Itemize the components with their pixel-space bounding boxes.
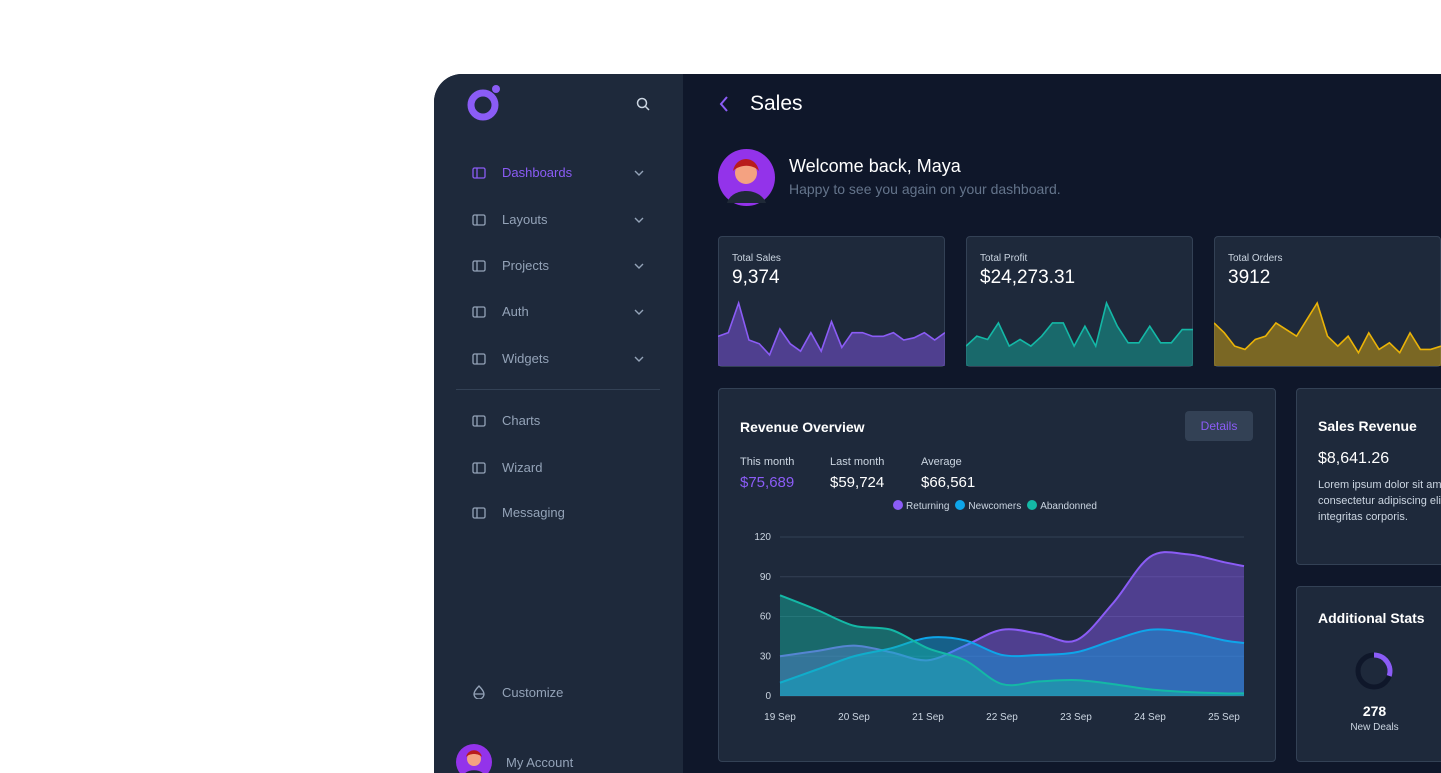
metric-value: $75,689 (740, 474, 795, 491)
menu-item[interactable]: Wizard (502, 460, 543, 475)
sidebar: Dashboards Layouts Projects Auth Widgets Char… (434, 74, 683, 773)
menu-item[interactable]: Charts (502, 413, 541, 428)
sales-revenue-text: Lorem ipsum dolor sit amet, consectetur a… (1318, 477, 1441, 525)
metric-value: $66,561 (921, 474, 976, 491)
chevron[interactable] (634, 355, 644, 363)
customize-icon (473, 685, 485, 699)
menu-icon (472, 353, 486, 365)
menu-icon (472, 167, 486, 179)
menu-icon (472, 462, 486, 474)
revenue-title: Revenue Overview (740, 419, 865, 435)
legend-label: Newcomers (968, 501, 1022, 512)
legend-item[interactable]: Abandonned (1027, 500, 1097, 512)
menu-item[interactable]: Projects (502, 258, 549, 273)
legend-item[interactable]: Newcomers (955, 500, 1022, 512)
stat-value: 3912 (1228, 267, 1271, 288)
menu-item[interactable]: Messaging (502, 505, 565, 520)
back-button[interactable] (718, 95, 730, 113)
menu-item[interactable]: Auth (502, 304, 529, 319)
stat-card: Total Sales 9,374 (718, 236, 945, 367)
stat-value: $24,273.31 (980, 267, 1076, 288)
sales-revenue-value: $8,641.26 (1318, 450, 1390, 467)
menu-icon (472, 260, 486, 272)
menu-item[interactable]: Dashboards (502, 165, 573, 180)
menu-item[interactable]: Widgets (502, 351, 549, 366)
legend-label: Returning (906, 501, 950, 512)
user-avatar (718, 149, 775, 206)
stat-label: Total Profit (980, 253, 1028, 264)
account-link[interactable]: My Account (506, 755, 574, 770)
chevron[interactable] (634, 308, 644, 316)
stat-value: 9,374 (732, 267, 780, 288)
deals-value: 278 (1362, 703, 1387, 719)
legend-dot (955, 500, 966, 510)
page-title: Sales (750, 92, 803, 115)
menu-icon (472, 306, 486, 318)
metric-label: Average (921, 456, 962, 468)
sales-revenue-title: Sales Revenue (1318, 418, 1417, 434)
legend-dot (1027, 500, 1038, 510)
logo (467, 85, 500, 121)
legend-dot (893, 500, 904, 510)
text-line: integritas corporis. (1318, 511, 1408, 523)
legend-item[interactable]: Returning (893, 500, 950, 512)
menu-icon (472, 214, 486, 226)
menu-icon (472, 415, 486, 427)
text-line: Lorem ipsum dolor sit amet, (1318, 479, 1441, 491)
metric-label: Last month (830, 456, 885, 468)
additional-title: Additional Stats (1318, 610, 1425, 626)
welcome-subtitle: Happy to see you again on your dashboard… (789, 181, 1061, 197)
stat-label: Total Orders (1228, 253, 1283, 264)
text-line: consectetur adipiscing elit, (1318, 495, 1441, 507)
deals-label: New Deals (1350, 722, 1399, 733)
legend: Returning Newcomers Abandonned (719, 500, 1275, 512)
menu-icon (472, 507, 486, 519)
legend-label: Abandonned (1040, 501, 1097, 512)
chevron[interactable] (634, 216, 644, 224)
metric-label: This month (740, 456, 795, 468)
menu-item[interactable]: Layouts (502, 212, 548, 227)
sales-revenue-panel: Sales Revenue $8,641.26 Lorem ipsum dolo… (1296, 388, 1441, 565)
additional-stats-panel: Additional Stats 278 New Deals (1296, 586, 1441, 762)
account-avatar[interactable] (456, 744, 492, 773)
revenue-panel: Revenue Overview Details This month $75,6… (718, 388, 1276, 762)
welcome-title: Welcome back, Maya (789, 156, 961, 176)
customize-link[interactable]: Customize (502, 685, 564, 700)
chevron[interactable] (634, 169, 644, 177)
app-window: Dashboards Layouts Projects Auth Widgets Char… (434, 74, 1441, 773)
stat-label: Total Sales (732, 253, 781, 264)
chevron[interactable] (634, 262, 644, 270)
metric-value: $59,724 (830, 474, 885, 491)
stat-card: Total Profit $24,273.31 (966, 236, 1193, 367)
details-button[interactable]: Details (1185, 411, 1253, 441)
separator (456, 389, 660, 390)
stat-card: Total Orders 3912 (1214, 236, 1441, 367)
search-icon[interactable] (636, 97, 650, 111)
